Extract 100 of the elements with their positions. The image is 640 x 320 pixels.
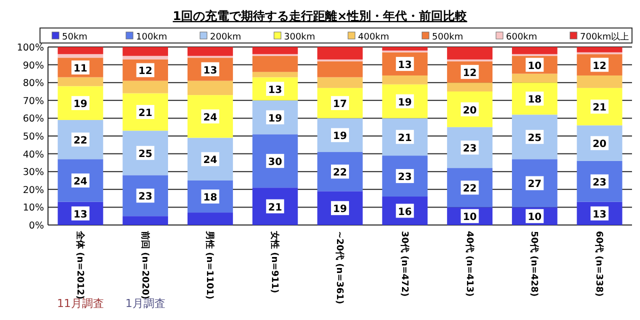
data-label: 22 <box>333 168 347 179</box>
x-tick-label: ~20代 (n=361) <box>334 231 345 304</box>
data-label: 24 <box>203 112 218 124</box>
legend-label: 200km <box>210 32 242 42</box>
data-label: 25 <box>138 148 152 160</box>
bar <box>122 47 168 56</box>
legend-label: 400km <box>358 32 390 42</box>
bar <box>122 216 168 225</box>
bar <box>252 134 298 188</box>
bar <box>512 114 558 160</box>
data-label: 18 <box>528 94 542 106</box>
data-label: 21 <box>592 102 607 114</box>
bar <box>58 47 104 54</box>
data-label: 13 <box>592 209 607 220</box>
data-label: 24 <box>73 176 88 188</box>
y-tick-label: 30% <box>22 167 44 178</box>
bar <box>188 47 233 56</box>
x-tick-label: 女性 (n=911) <box>269 230 280 294</box>
x-tick-label: 男性 (n=1101) <box>204 230 216 300</box>
text: 1月調査 <box>125 297 166 310</box>
bar <box>252 56 298 72</box>
data-label: 25 <box>528 132 542 144</box>
title: 1回の充電で期待する走行距離×性別・年代・前回比較 <box>172 9 468 23</box>
bar <box>252 72 298 78</box>
data-label: 23 <box>462 144 477 155</box>
data-label: 19 <box>398 97 412 108</box>
data-label: 12 <box>138 66 152 78</box>
bar <box>382 47 428 51</box>
x-tick-label: 前回 (n=2020) <box>139 230 150 300</box>
bar <box>512 159 558 208</box>
legend-label: 300km <box>284 32 316 42</box>
y-tick-label: 20% <box>22 184 44 196</box>
legend-label: 100km <box>136 32 168 42</box>
bar <box>252 47 298 54</box>
y-tick-label: 50% <box>22 132 44 142</box>
data-label: 20 <box>592 139 607 150</box>
data-label: 19 <box>73 99 88 110</box>
bar <box>58 54 104 58</box>
y-tick-label: 10% <box>22 202 44 214</box>
data-label: 13 <box>398 60 412 71</box>
bar <box>188 80 233 96</box>
bar <box>188 212 233 225</box>
x-tick-label: 60代 (n=338) <box>594 231 605 297</box>
x-tick-label: 40代 (n=413) <box>464 231 475 297</box>
data-label: 10 <box>462 212 477 224</box>
data-label: 10 <box>528 60 542 72</box>
data-label: 20 <box>462 105 477 116</box>
data-label: 21 <box>138 108 152 119</box>
data-label: 19 <box>333 131 347 142</box>
data-label: 18 <box>203 192 218 204</box>
bar <box>317 77 363 88</box>
x-tick-label: 30代 (n=472) <box>398 231 410 297</box>
bar <box>317 61 363 78</box>
data-label: 27 <box>528 179 542 190</box>
data-label: 13 <box>203 65 218 76</box>
y-tick-label: 70% <box>22 96 44 107</box>
bar <box>317 47 363 60</box>
text: 11月調査 <box>56 297 104 310</box>
legend-label: 700km以上 <box>580 32 630 42</box>
data-label: 16 <box>398 206 412 218</box>
data-label: 21 <box>268 202 282 214</box>
data-label: 19 <box>268 113 282 124</box>
data-label: 24 <box>203 155 218 166</box>
legend-label: 500km <box>432 32 464 42</box>
data-label: 10 <box>528 212 542 224</box>
data-label: 12 <box>462 68 477 79</box>
bar <box>576 47 622 52</box>
x-tick-label: 全体 (n=2012) <box>74 230 86 300</box>
data-label: 13 <box>73 209 88 220</box>
data-label: 19 <box>333 204 347 216</box>
bar <box>382 75 428 84</box>
x-tick-label: 50代 (n=428) <box>528 231 540 297</box>
data-label: 30 <box>268 156 282 168</box>
data-label: 11 <box>73 63 88 74</box>
bar <box>122 56 168 60</box>
legend-label: 50km <box>62 32 88 42</box>
y-tick-label: 60% <box>22 114 44 125</box>
data-label: 13 <box>268 84 282 96</box>
legend-label: 600km <box>506 32 538 42</box>
bar <box>58 77 104 86</box>
data-label: 22 <box>73 136 88 147</box>
data-label: 22 <box>462 184 477 195</box>
y-tick-label: 0% <box>28 220 44 232</box>
data-label: 23 <box>398 172 412 184</box>
data-label: 12 <box>592 60 607 72</box>
bar <box>512 74 558 83</box>
bar <box>447 47 492 60</box>
bar <box>122 80 168 94</box>
data-label: 23 <box>592 177 607 188</box>
y-tick-label: 80% <box>22 78 44 90</box>
bar <box>512 47 558 54</box>
bar <box>447 82 492 92</box>
data-label: 17 <box>333 99 347 110</box>
data-label: 23 <box>138 192 152 203</box>
data-label: 21 <box>398 132 412 144</box>
y-tick-label: 100% <box>16 42 44 54</box>
bar <box>122 130 168 176</box>
bar <box>576 75 622 88</box>
y-tick-label: 90% <box>22 60 44 72</box>
y-tick-label: 40% <box>22 149 44 160</box>
